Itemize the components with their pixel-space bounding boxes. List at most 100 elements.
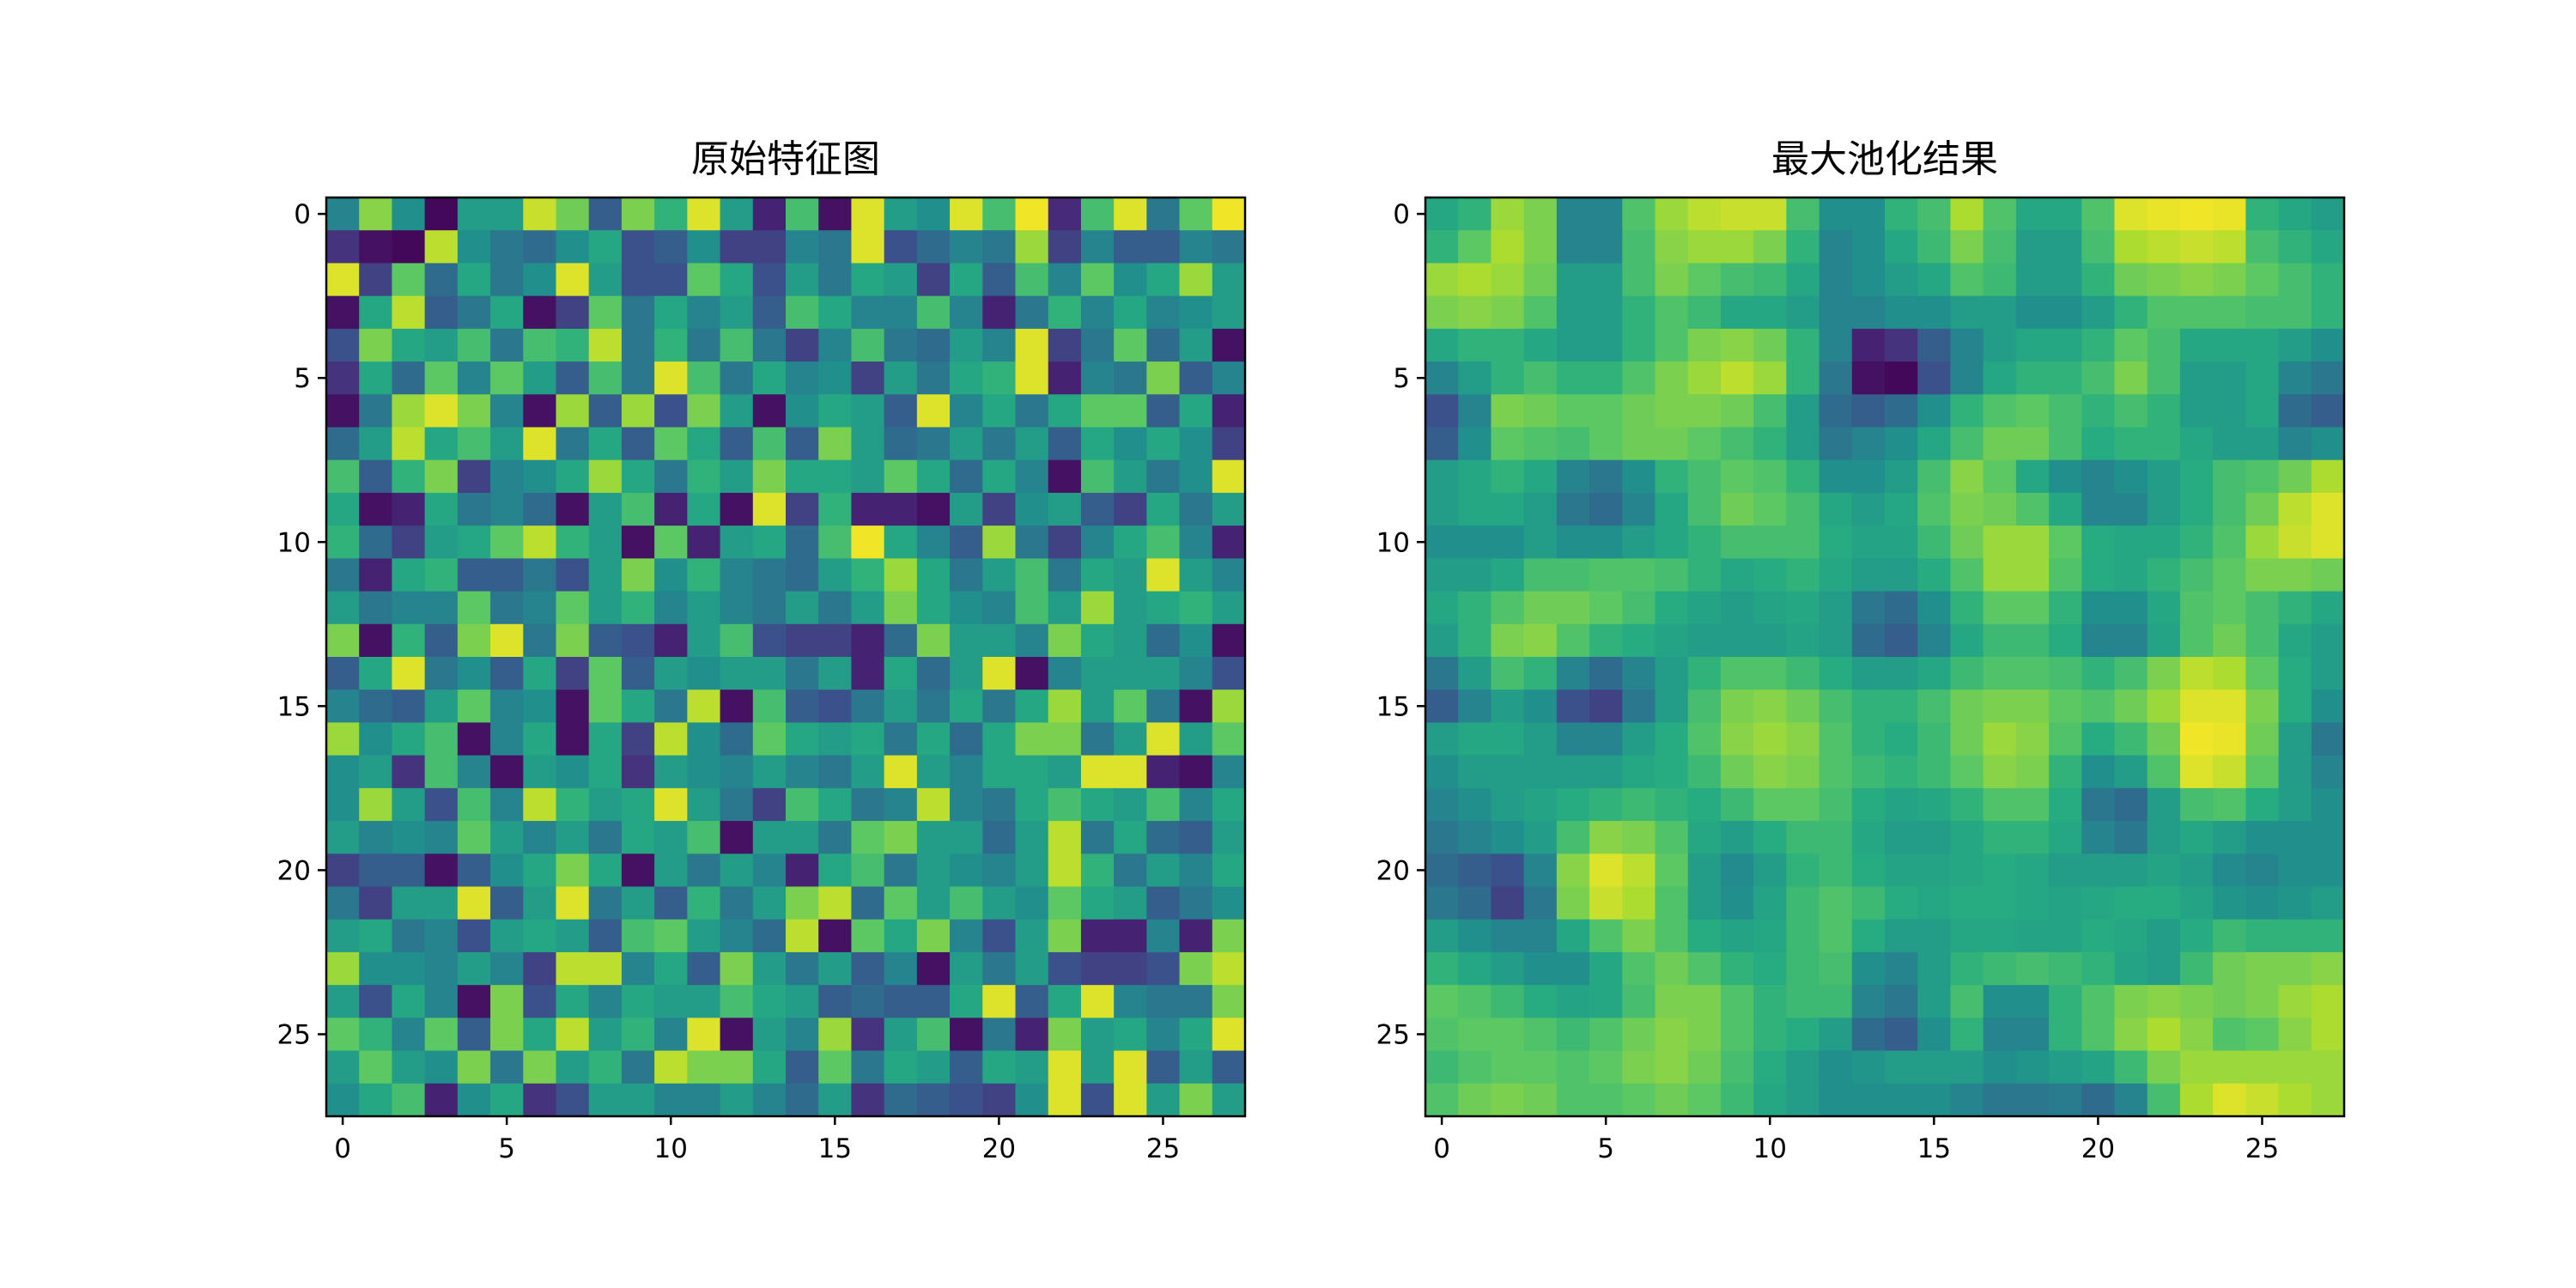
right-cell [2179,1050,2214,1084]
right-cell [1491,591,1525,625]
right-cell [1753,1018,1787,1052]
left-cell [851,328,885,362]
left-cell [326,1050,360,1084]
left-cell [752,492,787,526]
left-cell [1048,427,1082,461]
left-cell [982,492,1017,526]
right-cell [1458,361,1492,395]
right-cell [1589,985,1623,1018]
left-cell [326,623,360,658]
left-cell [621,394,655,428]
left-cell [326,722,360,756]
left-cell [490,951,524,986]
right-cell [1786,361,1820,395]
left-cell [392,951,426,986]
right-cell [1589,657,1623,690]
right-cell [1589,394,1623,428]
left-cell [950,919,983,953]
right-cell [2114,295,2148,330]
right-cell [2114,985,2148,1018]
right-cell [2311,985,2345,1018]
left-cell [687,459,721,494]
right-cell [1556,951,1590,986]
right-cell [1556,755,1590,789]
left-cell [392,755,426,789]
left-cell [720,951,754,986]
left-cell [1114,821,1147,854]
right-cell [2015,361,2050,395]
right-cell [1950,263,1984,297]
right-cell [1523,526,1558,559]
left-cell [1048,623,1082,658]
left-cell [1015,361,1049,395]
left-cell [654,821,688,854]
right-cell [1425,328,1459,362]
left-cell [1048,787,1082,822]
left-cell [556,722,590,756]
right-cell [1983,985,2017,1018]
right-cell [2213,690,2246,724]
left-cell [523,526,557,559]
left-cell [654,623,688,658]
right-cell [2081,492,2116,526]
left-cell [1080,197,1115,231]
left-cell [490,526,524,559]
left-cell [424,854,459,888]
right-cell [1589,755,1623,789]
right-cell [1851,919,1886,953]
right-cell [1786,230,1820,264]
left-cell [1146,361,1181,395]
left-cell [392,328,426,362]
left-cell [1080,951,1115,986]
right-cell [2179,787,2214,822]
left-cell [523,787,557,822]
left-cell [1212,328,1246,362]
right-cell [1983,854,2017,888]
left-cell [720,919,754,953]
left-cell [1048,722,1082,756]
right-cell [1851,263,1886,297]
left-cell [523,985,557,1018]
right-cell [1819,755,1853,789]
left-cell [950,394,983,428]
left-cell [1080,755,1115,789]
right-cell [1885,787,1918,822]
left-cell [523,951,557,986]
left-cell [457,623,491,658]
left-cell [1080,690,1115,724]
left-cell [752,361,787,395]
left-cell [818,1083,853,1117]
left-cell [1080,821,1115,854]
right-cell [2213,854,2246,888]
left-cell [1212,787,1246,822]
right-cell [1885,361,1918,395]
right-cell [1753,854,1787,888]
left-cell [1015,263,1049,297]
right-cell [1655,1018,1689,1052]
left-cell [687,854,721,888]
left-cell [621,821,655,854]
left-cell [884,427,918,461]
left-cell [1015,427,1049,461]
left-cell [687,1083,721,1117]
right-cell [2311,427,2345,461]
left-cell [884,361,918,395]
right-cell [2245,951,2280,986]
left-cell [588,197,623,231]
right-cell [1917,657,1952,690]
left-cell [392,985,426,1018]
right-cell [2114,919,2148,953]
right-cell [1720,427,1754,461]
right-cell [1885,919,1918,953]
right-cell [2278,526,2312,559]
left-cell [950,854,983,888]
right-cell [2049,657,2082,690]
right-cell [1819,459,1853,494]
left-cell [720,854,754,888]
left-cell [523,328,557,362]
right-cell [1819,787,1853,822]
left-cell [687,787,721,822]
left-cell [884,295,918,330]
left-cell [950,1083,983,1117]
